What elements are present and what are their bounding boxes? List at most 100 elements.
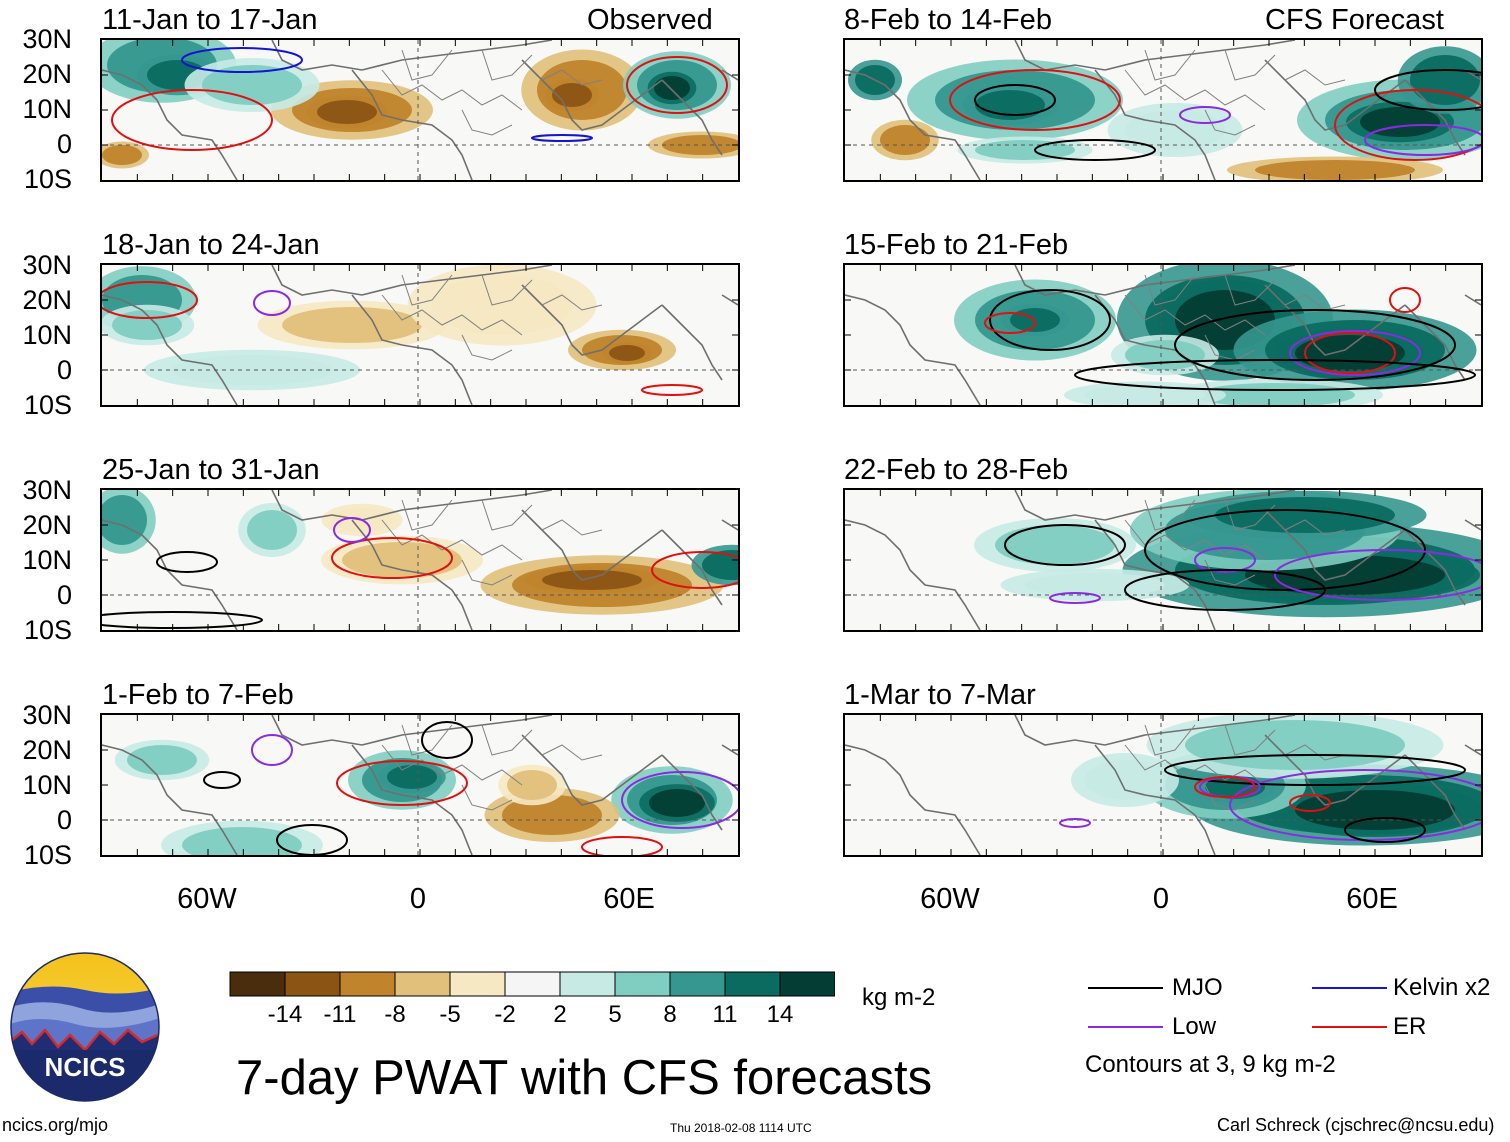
contour-er — [626, 56, 728, 114]
anomaly-shading — [247, 510, 297, 550]
coastline — [721, 744, 738, 756]
country-border — [401, 49, 453, 81]
map-panel-fcst-3 — [843, 488, 1483, 632]
coastline — [1464, 519, 1481, 531]
coastline — [845, 744, 981, 855]
anomaly-shading — [1025, 573, 1165, 597]
contour-er — [651, 551, 738, 589]
colorbar-swatch — [394, 971, 451, 997]
anomaly-shading — [1125, 340, 1205, 370]
contour-low — [1364, 124, 1481, 156]
lat-label: 10S — [23, 840, 72, 870]
anomaly-shading — [975, 140, 1075, 160]
contour-er — [641, 384, 703, 396]
country-border — [381, 519, 523, 561]
coastline — [1094, 294, 1216, 405]
coastline — [1104, 265, 1296, 296]
contour-mjo — [156, 551, 218, 573]
coastline — [1014, 265, 1106, 296]
anomaly-shading — [1185, 720, 1405, 770]
anomaly-shading — [1125, 110, 1225, 150]
anomaly-shading — [995, 525, 1115, 565]
map-panel-obs-3 — [100, 488, 740, 632]
contour-low — [251, 734, 293, 766]
contour-er — [1334, 89, 1481, 161]
website-link[interactable]: ncics.org/mjo — [2, 1115, 109, 1135]
coastline — [661, 754, 723, 831]
contour-mjo — [1034, 139, 1156, 161]
contour-er — [102, 281, 198, 319]
coastline — [721, 69, 738, 81]
contour-mjo — [1144, 509, 1426, 591]
contour-legend: MJO Kelvin x2 Low ER Contours at 3, 9 kg… — [1085, 972, 1505, 1082]
lat-label: 10S — [23, 164, 72, 194]
lat-label: 10N — [22, 94, 72, 124]
country-border — [1124, 294, 1266, 336]
country-border — [1144, 499, 1196, 531]
colorbar-swatch — [284, 971, 341, 997]
coastline — [351, 519, 473, 630]
contours-note: Contours at 3, 9 kg m-2 — [1085, 1051, 1336, 1078]
colorbar-label: 14 — [766, 1001, 794, 1028]
timestamp: Thu 2018-02-08 1114 UTC — [670, 1121, 812, 1135]
country-border — [1124, 519, 1266, 561]
main-title: 7-day PWAT with CFS forecasts — [236, 1051, 933, 1105]
lat-label: 0 — [56, 580, 72, 610]
contour-er — [1194, 776, 1256, 798]
lon-label-0-right: 0 — [1152, 883, 1170, 915]
contour-kelvin — [531, 134, 593, 142]
contour-low — [253, 290, 291, 316]
country-border — [461, 559, 513, 586]
panel-title-obs-4: 1-Feb to 7-Feb — [102, 679, 294, 711]
country-border — [481, 274, 533, 306]
lat-label: 20N — [22, 285, 72, 315]
anomaly-shading — [182, 827, 302, 855]
lat-label: 30N — [22, 475, 72, 505]
colorbar-swatch — [559, 971, 616, 997]
lat-label: 0 — [56, 355, 72, 385]
contour-mjo — [203, 771, 241, 789]
map-panel-fcst-1 — [843, 38, 1483, 182]
country-border — [461, 334, 513, 361]
country-border — [1224, 274, 1276, 306]
coastline — [1264, 734, 1406, 806]
lat-label: 20N — [22, 59, 72, 89]
map-panel-obs-4 — [100, 713, 740, 857]
colorbar-label: 2 — [553, 1001, 567, 1028]
coastline — [721, 294, 738, 306]
lon-label-60e-left: 60E — [603, 883, 655, 915]
colorbar-label: 8 — [663, 1001, 677, 1028]
credit: Carl Schreck (cjschrec@ncsu.edu) — [1217, 1115, 1495, 1135]
anomaly-shading — [282, 307, 422, 343]
coastline — [1404, 79, 1466, 156]
contour-kelvin — [181, 47, 303, 73]
coastline — [1094, 744, 1216, 855]
lon-label-60e-right: 60E — [1346, 883, 1398, 915]
anomaly-shading — [1295, 335, 1405, 371]
lat-label: 10S — [23, 390, 72, 420]
anomaly-shading — [1215, 497, 1395, 533]
contour-mjo — [102, 611, 263, 629]
panel-title-fcst-1: 8-Feb to 14-Feb — [844, 4, 1052, 36]
contour-mjo — [1374, 69, 1481, 111]
country-border — [1284, 519, 1346, 536]
lat-label: 10N — [22, 320, 72, 350]
coastline — [1464, 294, 1481, 306]
colorbar-swatch — [449, 971, 506, 997]
contour-er — [111, 89, 273, 151]
panel-title-fcst-2: 15-Feb to 21-Feb — [844, 229, 1069, 261]
colorbar — [229, 971, 836, 1002]
coastline — [271, 715, 363, 746]
map-panel-fcst-2 — [843, 263, 1483, 407]
colorbar-unit: kg m-2 — [862, 984, 936, 1011]
country-border — [1144, 49, 1196, 81]
coastline — [1104, 490, 1296, 521]
colorbar-label: 11 — [712, 1001, 738, 1028]
contour-mjo — [974, 84, 1056, 116]
anomaly-shading — [102, 145, 142, 165]
colorbar-label: -8 — [384, 1001, 406, 1028]
contour-mjo — [1344, 817, 1426, 843]
coastline — [102, 69, 238, 180]
contour-low — [333, 517, 371, 543]
coastline — [845, 519, 981, 630]
